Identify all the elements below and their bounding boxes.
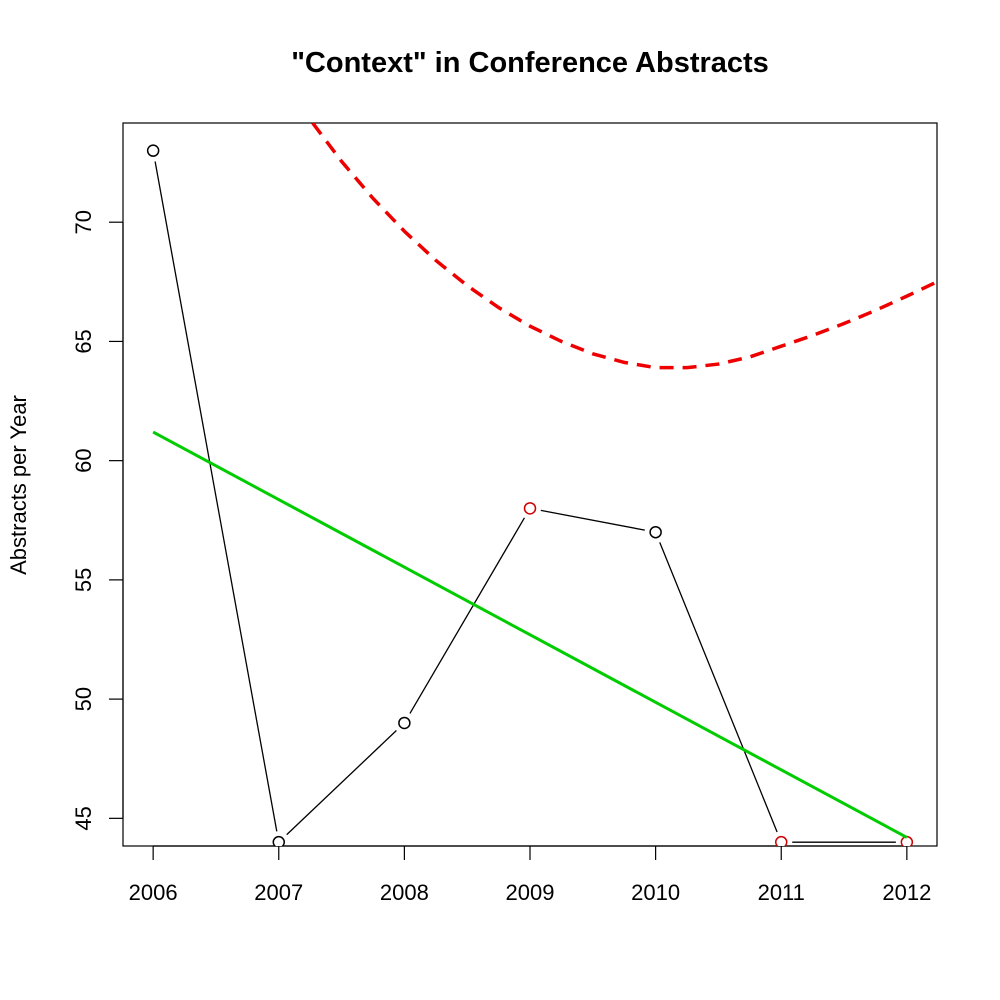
data-point bbox=[272, 835, 286, 846]
data-line-segment bbox=[154, 161, 278, 832]
data-point bbox=[649, 525, 662, 539]
x-tick-label: 2007 bbox=[254, 880, 303, 905]
data-point bbox=[523, 502, 537, 515]
data-line-segment bbox=[286, 730, 397, 836]
y-tick-label: 50 bbox=[71, 687, 96, 711]
series-group bbox=[146, 123, 937, 846]
data-point bbox=[398, 716, 411, 730]
x-tick-label: 2006 bbox=[129, 880, 178, 905]
y-tick-label: 60 bbox=[71, 448, 96, 472]
chart-title: "Context" in Conference Abstracts bbox=[291, 47, 769, 79]
x-axis: 2006 2007 2008 2009 2010 2011 2012 bbox=[129, 845, 931, 905]
x-tick-label: 2009 bbox=[506, 880, 555, 905]
y-tick-label: 45 bbox=[71, 806, 96, 830]
data-point bbox=[774, 835, 788, 846]
y-tick-label: 65 bbox=[71, 329, 96, 353]
y-tick-label: 55 bbox=[71, 568, 96, 592]
y-axis: 45 50 55 60 65 70 bbox=[71, 210, 124, 831]
data-line-segment bbox=[409, 517, 526, 714]
y-axis-label: Abstracts per Year bbox=[6, 395, 31, 575]
plot-frame bbox=[122, 122, 938, 847]
plot-area bbox=[146, 123, 937, 846]
data-point bbox=[146, 144, 160, 157]
x-tick-label: 2012 bbox=[882, 880, 931, 905]
x-tick-label: 2008 bbox=[380, 880, 429, 905]
x-tick-label: 2011 bbox=[758, 880, 805, 905]
data-line-segment bbox=[659, 542, 778, 833]
reference-curve bbox=[311, 123, 937, 370]
trend-line bbox=[152, 430, 908, 839]
data-line-segment bbox=[540, 509, 645, 531]
y-tick-label: 70 bbox=[71, 210, 96, 234]
x-tick-label: 2010 bbox=[631, 880, 680, 905]
